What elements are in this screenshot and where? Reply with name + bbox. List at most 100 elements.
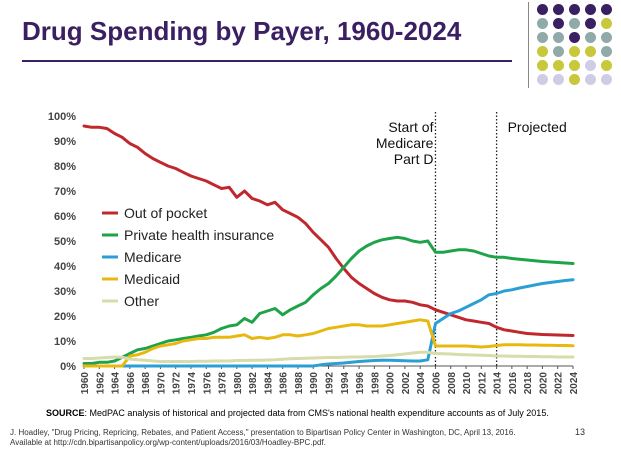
x-tick-label: 2016 <box>508 372 519 395</box>
x-tick-label: 2022 <box>554 372 565 395</box>
series-line-medicaid <box>82 318 575 368</box>
x-tick-label: 2004 <box>416 372 427 395</box>
decor-dot <box>569 32 580 43</box>
decorative-dot-grid <box>535 2 619 88</box>
x-tick-label: 2006 <box>431 372 442 395</box>
decor-dot <box>569 18 580 29</box>
x-tick-label: 2018 <box>523 372 534 395</box>
decor-dot <box>537 60 548 71</box>
decor-dot <box>569 60 580 71</box>
legend-label: Medicaid <box>124 271 180 287</box>
x-tick-label: 2000 <box>386 372 397 395</box>
decor-dot <box>585 46 596 57</box>
decor-dot <box>585 18 596 29</box>
x-tick-label: 1978 <box>218 372 229 395</box>
annotation-label: Start of <box>388 119 433 135</box>
title-underline <box>22 60 512 62</box>
x-tick-label: 1980 <box>233 372 244 395</box>
x-tick-label: 1968 <box>141 372 152 395</box>
x-tick-label: 2024 <box>569 372 580 395</box>
annotation-label: Projected <box>508 119 567 135</box>
source-note: SOURCE: MedPAC analysis of historical an… <box>46 408 549 418</box>
x-tick-label: 1984 <box>263 372 274 395</box>
series-line-out-of-pocket <box>82 124 575 337</box>
x-tick-label: 1976 <box>202 372 213 395</box>
series-line-private-health-insurance <box>82 235 575 365</box>
decor-dot <box>537 46 548 57</box>
decor-divider <box>528 2 529 88</box>
x-tick-label: 1970 <box>156 372 167 395</box>
y-tick-label: 50% <box>54 236 76 248</box>
series-line-medicare <box>82 278 575 368</box>
x-tick-label: 1990 <box>309 372 320 395</box>
y-tick-label: 100% <box>48 111 76 123</box>
decor-dot <box>601 46 612 57</box>
decor-dot <box>569 4 580 15</box>
citation-line-1: J. Hoadley, "Drug Pricing, Repricing, Re… <box>10 428 516 437</box>
x-tick-label: 1966 <box>126 372 137 395</box>
decor-dot <box>537 18 548 29</box>
decor-dot <box>537 32 548 43</box>
y-tick-label: 30% <box>54 286 76 298</box>
source-text: : MedPAC analysis of historical and proj… <box>84 408 549 418</box>
decor-dot <box>601 74 612 85</box>
decor-dot <box>553 46 564 57</box>
decor-dot <box>537 4 548 15</box>
decor-dot <box>601 60 612 71</box>
decor-dot <box>569 46 580 57</box>
x-tick-label: 1992 <box>325 372 336 395</box>
y-tick-label: 40% <box>54 261 76 273</box>
x-tick-label: 1986 <box>279 372 290 395</box>
decor-dot <box>585 4 596 15</box>
y-tick-label: 80% <box>54 161 76 173</box>
decor-dot <box>553 60 564 71</box>
x-tick-label: 2010 <box>462 372 473 395</box>
decor-dot <box>585 74 596 85</box>
x-tick-label: 2008 <box>447 372 458 395</box>
decor-dot <box>537 74 548 85</box>
x-tick-label: 2014 <box>493 372 504 395</box>
x-tick-label: 1972 <box>172 372 183 395</box>
annotation-label: Part D <box>394 151 434 167</box>
legend-label: Private health insurance <box>124 227 274 243</box>
decor-dot <box>553 18 564 29</box>
decor-dot <box>553 4 564 15</box>
x-tick-label: 1982 <box>248 372 259 395</box>
series-line-other <box>82 350 575 363</box>
x-tick-label: 1974 <box>187 372 198 395</box>
decor-dot <box>553 74 564 85</box>
x-tick-label: 1964 <box>111 372 122 395</box>
x-tick-label: 2002 <box>401 372 412 395</box>
decor-dot <box>585 32 596 43</box>
decor-dot <box>569 74 580 85</box>
decor-dot <box>601 18 612 29</box>
y-tick-label: 90% <box>54 136 76 148</box>
legend-label: Other <box>124 293 159 309</box>
citation: J. Hoadley, "Drug Pricing, Repricing, Re… <box>10 428 516 448</box>
x-tick-label: 1996 <box>355 372 366 395</box>
x-tick-label: 1998 <box>370 372 381 395</box>
x-tick-label: 1960 <box>80 372 91 395</box>
x-tick-label: 2012 <box>477 372 488 395</box>
decor-dot <box>585 60 596 71</box>
decor-dot <box>553 32 564 43</box>
x-tick-label: 1994 <box>340 372 351 395</box>
decor-dot <box>601 32 612 43</box>
x-tick-label: 1962 <box>95 372 106 395</box>
y-tick-label: 20% <box>54 311 76 323</box>
citation-line-2: Available at http://cdn.bipartisanpolicy… <box>10 438 326 447</box>
y-tick-label: 60% <box>54 211 76 223</box>
x-tick-label: 2020 <box>538 372 549 395</box>
x-tick-label: 1988 <box>294 372 305 395</box>
slide-title: Drug Spending by Payer, 1960-2024 <box>22 16 462 46</box>
y-tick-label: 10% <box>54 336 76 348</box>
legend-label: Medicare <box>124 249 182 265</box>
annotation-label: Medicare <box>376 135 434 151</box>
decor-dot <box>601 4 612 15</box>
y-tick-label: 0% <box>60 361 76 373</box>
y-tick-label: 70% <box>54 186 76 198</box>
page-number: 13 <box>575 427 586 437</box>
source-label: SOURCE <box>46 408 85 418</box>
legend-label: Out of pocket <box>124 205 207 221</box>
